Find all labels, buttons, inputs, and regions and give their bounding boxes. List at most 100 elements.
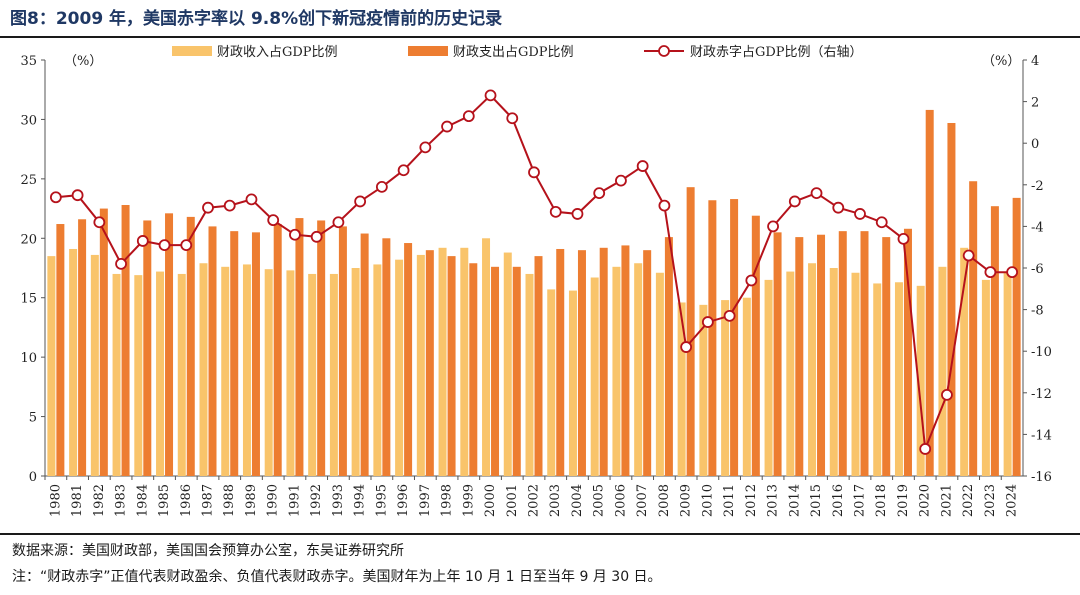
revenue-bar xyxy=(308,273,317,476)
revenue-bar xyxy=(286,270,295,476)
revenue-bar xyxy=(47,256,56,476)
revenue-bar xyxy=(438,247,447,476)
x-tick-label: 1993 xyxy=(331,484,346,517)
deficit-point xyxy=(158,239,171,252)
figure-title: 图8：2009 年，美国赤字率以 9.8%创下新冠疫情前的历史记录 xyxy=(10,9,503,29)
deficit-point xyxy=(441,120,453,133)
legend-swatch-revenue xyxy=(172,46,212,56)
x-tick-label: 2000 xyxy=(483,484,498,517)
spending-bar xyxy=(621,245,630,476)
spending-bar xyxy=(969,181,978,476)
revenue-bar xyxy=(612,266,621,476)
spending-bar xyxy=(469,263,478,476)
legend-label-spending: 财政支出占GDP比例 xyxy=(453,45,574,60)
x-tick-label: 2011 xyxy=(722,484,737,517)
spending-bar xyxy=(838,231,847,476)
x-tick-label: 2021 xyxy=(939,484,954,517)
spending-bar xyxy=(56,224,65,476)
x-tick-label: 1982 xyxy=(92,484,107,517)
spending-bar xyxy=(404,243,413,476)
spending-bar xyxy=(447,256,456,476)
revenue-bar xyxy=(721,300,730,476)
x-tick-label: 2006 xyxy=(613,484,628,517)
deficit-point xyxy=(506,112,519,125)
right-tick-label: -2 xyxy=(1031,179,1044,194)
x-tick-label: 1983 xyxy=(114,484,129,517)
deficit-point xyxy=(941,388,953,401)
revenue-bar xyxy=(482,238,491,476)
x-tick-label: 2007 xyxy=(635,484,650,517)
x-tick-label: 1989 xyxy=(244,484,259,517)
spending-bar xyxy=(360,233,369,476)
revenue-bar xyxy=(634,263,643,476)
deficit-point xyxy=(615,174,627,187)
deficit-point xyxy=(680,341,693,353)
spending-bar xyxy=(186,216,195,477)
spending-bar xyxy=(773,232,782,476)
deficit-point xyxy=(701,316,714,328)
deficit-point xyxy=(767,220,779,233)
revenue-bar xyxy=(764,279,773,476)
revenue-bar xyxy=(786,271,795,476)
x-tick-label: 1990 xyxy=(266,484,281,517)
spending-bar xyxy=(78,219,87,477)
revenue-bar xyxy=(851,272,860,476)
legend-marker-deficit xyxy=(658,45,670,57)
x-tick-label: 1981 xyxy=(70,484,85,517)
deficit-point xyxy=(745,274,758,287)
revenue-bar xyxy=(69,248,78,476)
spending-bar xyxy=(643,250,652,476)
x-tick-label: 2019 xyxy=(896,484,911,517)
right-tick-label: -4 xyxy=(1031,220,1044,235)
deficit-point xyxy=(202,201,214,214)
spending-bar xyxy=(599,247,608,476)
revenue-bar xyxy=(808,263,817,476)
x-tick-label: 1997 xyxy=(418,484,433,517)
left-tick-label: 20 xyxy=(20,232,37,247)
x-tick-label: 2017 xyxy=(853,484,868,517)
revenue-bar xyxy=(460,247,469,476)
deficit-point xyxy=(397,164,410,177)
deficit-point xyxy=(1006,266,1019,279)
x-tick-label: 2013 xyxy=(766,484,781,517)
x-tick-label: 1980 xyxy=(48,484,63,517)
spending-bar xyxy=(947,122,956,476)
spending-bar xyxy=(882,237,891,476)
right-tick-label: -12 xyxy=(1031,387,1052,402)
deficit-point xyxy=(93,216,106,229)
legend-label-deficit: 财政赤字占GDP比例（右轴） xyxy=(690,45,863,60)
deficit-point xyxy=(875,216,888,229)
revenue-bar xyxy=(742,297,751,476)
spending-bar xyxy=(121,205,130,476)
deficit-point xyxy=(484,89,497,102)
right-tick-label: 2 xyxy=(1031,96,1039,111)
deficit-point xyxy=(71,189,84,202)
revenue-bar xyxy=(395,259,404,476)
left-tick-label: 35 xyxy=(20,54,37,69)
revenue-bar xyxy=(503,252,512,476)
deficit-point xyxy=(658,199,671,212)
deficit-point xyxy=(49,191,62,204)
revenue-bar xyxy=(981,279,990,476)
deficit-point xyxy=(245,193,258,206)
revenue-bar xyxy=(547,289,556,476)
right-tick-label: -10 xyxy=(1031,345,1052,360)
revenue-bar xyxy=(177,273,186,476)
right-tick-label: -6 xyxy=(1031,262,1044,277)
spending-bar xyxy=(208,226,217,476)
source-note: 数据来源：美国财政部，美国国会预算办公室，东吴证券研究所 xyxy=(12,543,404,559)
x-tick-label: 2001 xyxy=(505,484,520,517)
x-tick-label: 1992 xyxy=(309,484,324,517)
x-tick-label: 1984 xyxy=(135,484,150,517)
revenue-bar xyxy=(264,269,273,476)
deficit-point xyxy=(462,110,475,123)
revenue-bar xyxy=(938,266,947,476)
revenue-bar xyxy=(677,302,686,476)
revenue-bar xyxy=(242,264,251,476)
deficit-point xyxy=(267,214,280,227)
x-tick-label: 2020 xyxy=(918,484,933,517)
revenue-bar xyxy=(156,271,165,476)
spending-bar xyxy=(990,206,999,477)
x-tick-label: 1994 xyxy=(353,484,368,517)
top-rule xyxy=(0,36,1080,38)
